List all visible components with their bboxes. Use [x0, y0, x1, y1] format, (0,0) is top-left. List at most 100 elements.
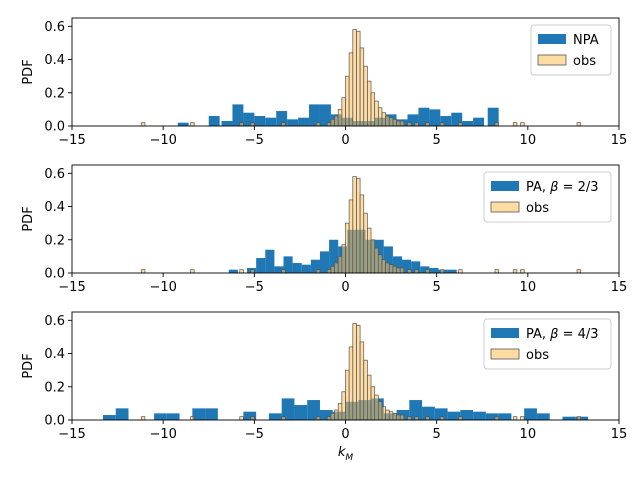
obs-bar-15 — [359, 47, 365, 127]
legend-beta-symbol: β — [549, 327, 558, 342]
obs-bar-7 — [330, 413, 335, 421]
model-bar-23 — [451, 112, 463, 126]
obs-bar-24 — [392, 413, 397, 421]
obs-bar-33 — [512, 269, 518, 274]
obs-bar-8 — [334, 115, 339, 127]
obs-bar-14 — [356, 30, 361, 127]
obs-bar-27 — [407, 122, 412, 127]
obs-bar-14 — [356, 177, 361, 274]
obs-bar-25 — [396, 414, 401, 421]
legend-box — [530, 24, 612, 76]
model-bar-20 — [420, 266, 430, 273]
model-bar-7 — [276, 111, 288, 126]
obs-bar-8 — [334, 262, 339, 274]
obs-bar-25 — [396, 120, 401, 127]
obs-bar-23 — [388, 117, 394, 127]
model-bar-16 — [383, 246, 393, 273]
obs-bar-24 — [392, 266, 397, 274]
x-tick-label: 0 — [341, 280, 349, 295]
x-tick-label: −15 — [58, 280, 85, 295]
model-bar-18 — [402, 259, 412, 273]
model-bar-1 — [115, 408, 129, 420]
x-tick-label: 5 — [433, 133, 441, 148]
obs-bar-19 — [374, 394, 379, 421]
model-bar-25 — [473, 117, 485, 126]
model-bar-19 — [407, 114, 419, 126]
model-bar-8 — [310, 259, 320, 273]
x-tick-label: −5 — [245, 427, 264, 442]
obs-bar-15 — [359, 194, 365, 274]
obs-bar-29 — [425, 122, 430, 127]
model-bar-24 — [462, 121, 474, 126]
model-bar-11 — [319, 410, 333, 420]
obs-bar-34 — [520, 122, 525, 127]
obs-bar-30 — [439, 416, 445, 421]
model-bar-11 — [319, 104, 331, 126]
obs-bar-0 — [140, 122, 146, 127]
legend: PA, β = 2/3 obs — [483, 171, 612, 223]
x-tick-label: −15 — [58, 133, 85, 148]
obs-bar-18 — [370, 386, 376, 421]
model-bar-0 — [103, 415, 116, 420]
obs-bar-2 — [239, 269, 244, 274]
legend-swatch-obs — [490, 201, 520, 213]
obs-bar-5 — [315, 269, 321, 274]
x-tick-label: −10 — [149, 280, 176, 295]
obs-bar-9 — [337, 256, 343, 274]
model-bar-10 — [329, 239, 339, 273]
obs-bar-24 — [392, 118, 397, 127]
x-tick-label: 10 — [520, 133, 537, 148]
legend: NPA obs — [530, 24, 612, 76]
obs-bar-12 — [348, 199, 354, 274]
obs-bar-2 — [239, 122, 244, 127]
model-bar-1 — [208, 116, 220, 126]
obs-bar-31 — [458, 122, 463, 127]
obs-bar-23 — [388, 264, 394, 274]
obs-bar-6 — [326, 416, 332, 421]
model-bar-3 — [232, 104, 244, 126]
x-axis-label: kM — [338, 445, 354, 463]
obs-bar-31 — [458, 416, 463, 421]
x-tick-label: 0 — [341, 133, 349, 148]
model-bar-2 — [221, 121, 233, 126]
obs-bar-9 — [337, 403, 343, 421]
x-tick-label: 0 — [341, 427, 349, 442]
obs-bar-11 — [345, 222, 350, 274]
obs-bar-34 — [520, 269, 525, 274]
model-bar-27 — [536, 413, 550, 420]
x-axis-label-subscript: M — [345, 453, 353, 463]
obs-bar-19 — [374, 100, 379, 127]
legend-swatch-obs — [537, 54, 567, 66]
x-tick-label: 15 — [611, 133, 628, 148]
obs-bar-31 — [458, 269, 463, 274]
obs-bar-18 — [370, 239, 376, 274]
model-bar-8 — [287, 119, 299, 126]
obs-bar-33 — [512, 416, 518, 421]
obs-bar-18 — [370, 92, 376, 127]
y-tick-label: 0.6 — [44, 314, 65, 329]
model-bar-19 — [422, 406, 435, 420]
obs-bar-17 — [367, 227, 372, 274]
model-bar-5 — [254, 116, 266, 126]
legend-label-model: NPA — [573, 33, 599, 48]
model-bar-6 — [292, 263, 302, 273]
legend-label-obs: obs — [573, 54, 596, 69]
legend-swatch-model — [491, 181, 519, 191]
obs-bar-9 — [337, 109, 343, 127]
obs-bar-35 — [576, 269, 582, 274]
obs-bar-34 — [520, 416, 525, 421]
obs-bar-3 — [250, 269, 255, 274]
model-bar-2 — [256, 258, 266, 273]
x-tick-label: 15 — [611, 280, 628, 295]
obs-bar-7 — [330, 118, 335, 127]
model-bar-18 — [409, 400, 423, 420]
obs-bar-28 — [414, 122, 419, 127]
model-bar-3 — [166, 413, 180, 420]
obs-bar-30 — [439, 269, 445, 274]
y-axis-label: PDF — [21, 59, 36, 84]
obs-bar-27 — [407, 416, 412, 421]
y-tick-label: 0.0 — [44, 267, 65, 282]
model-bar-5 — [283, 256, 293, 273]
model-bar-22 — [460, 410, 474, 420]
model-bar-3 — [265, 249, 275, 273]
